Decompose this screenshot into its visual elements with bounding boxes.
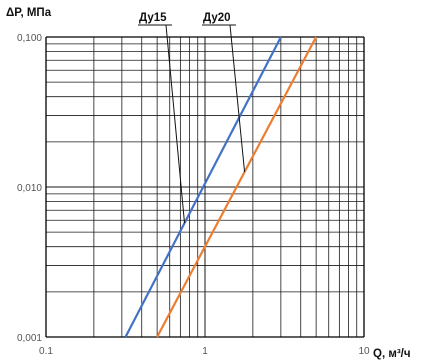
x-tick-label: 1 [202,346,208,357]
y-tick-label: 0,010 [17,183,42,194]
callout-leader-line [165,24,186,224]
callout-label-group: Ду15 Ду20 [139,12,231,24]
x-axis-title: Q, м³/ч [373,348,411,360]
axes [45,36,365,338]
series-lines [124,36,318,338]
grid-lines [46,37,364,337]
y-tick-label: 0,100 [17,33,42,44]
callout-label-du15: Ду15 [139,12,167,24]
series-line-du15 [124,36,282,338]
y-axis-title: ΔP, МПа [6,7,52,19]
callout-leader-line [229,24,246,173]
callout-label-du20: Ду20 [203,12,231,24]
callout-leaders [138,24,246,224]
x-tick-label: 10 [358,346,370,357]
x-tick-label: 0.1 [39,346,53,357]
tick-labels: 0.1 1 10 0,001 0,010 0,100 [17,33,370,357]
series-line-du20 [156,36,318,338]
y-tick-label: 0,001 [17,333,42,344]
